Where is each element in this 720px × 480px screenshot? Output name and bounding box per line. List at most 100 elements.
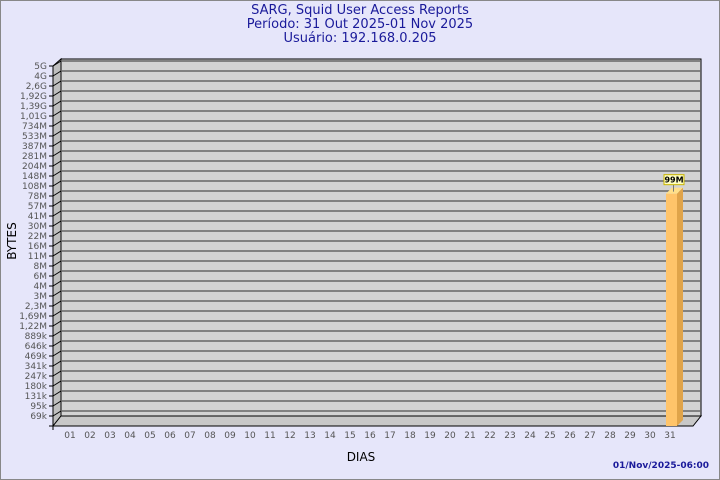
x-tick-label: 07 xyxy=(184,431,195,441)
y-tick-label: 469k xyxy=(25,352,48,362)
y-tick-slant xyxy=(52,150,62,157)
x-tick-label: 31 xyxy=(664,431,675,441)
y-tick-label: 204M xyxy=(22,162,47,172)
y-tick-slant xyxy=(52,400,62,407)
y-tick-label: 2,6G xyxy=(26,82,47,92)
y-tick-slant xyxy=(52,160,62,167)
y-tick-label: 4M xyxy=(34,282,48,292)
y-tick-label: 69k xyxy=(30,412,47,422)
y-tick-slant xyxy=(52,210,62,217)
y-tick-label: 2,3M xyxy=(25,302,47,312)
y-tick-label: 131k xyxy=(25,392,48,402)
timestamp: 01/Nov/2025-06:00 xyxy=(612,461,709,471)
x-tick-label: 29 xyxy=(624,431,636,441)
y-tick-label: 1,22M xyxy=(19,322,47,332)
y-tick-label: 889k xyxy=(25,332,48,342)
y-tick-label: 1,69M xyxy=(19,312,47,322)
x-tick-label: 14 xyxy=(324,431,336,441)
bar-side xyxy=(677,187,683,426)
y-tick-slant xyxy=(52,180,62,187)
y-tick-label: 734M xyxy=(22,122,47,132)
y-tick-label: 95k xyxy=(30,402,47,412)
y-tick-slant xyxy=(52,120,62,127)
x-tick-label: 11 xyxy=(264,431,275,441)
x-tick-label: 16 xyxy=(364,431,376,441)
y-tick-slant xyxy=(52,80,62,87)
y-tick-label: 341k xyxy=(25,362,48,372)
y-tick-slant xyxy=(52,360,62,367)
x-tick-label: 20 xyxy=(444,431,456,441)
data-label: 99M xyxy=(664,176,683,185)
x-tick-label: 10 xyxy=(244,431,256,441)
y-tick-slant xyxy=(52,220,62,227)
y-tick-slant xyxy=(52,60,62,67)
x-tick-label: 15 xyxy=(344,431,355,441)
x-tick-label: 26 xyxy=(564,431,576,441)
y-tick-label: 5G xyxy=(34,62,47,72)
x-tick-label: 25 xyxy=(544,431,555,441)
y-tick-slant xyxy=(52,390,62,397)
x-tick-label: 13 xyxy=(304,431,315,441)
y-tick-slant xyxy=(52,350,62,357)
x-tick-label: 09 xyxy=(224,431,236,441)
plot-back-panel xyxy=(60,58,702,417)
y-tick-slant xyxy=(52,300,62,307)
y-tick-label: 180k xyxy=(25,382,48,392)
x-tick-label: 03 xyxy=(104,431,115,441)
y-tick-label: 1,01G xyxy=(20,112,47,122)
x-tick-label: 02 xyxy=(84,431,95,441)
y-tick-slant xyxy=(52,140,62,147)
y-axis-title: BYTES xyxy=(5,222,19,259)
bar-front xyxy=(666,193,677,426)
bar-top xyxy=(666,187,683,194)
x-tick-label: 05 xyxy=(144,431,155,441)
y-tick-slant xyxy=(52,410,62,417)
x-tick-label: 27 xyxy=(584,431,595,441)
y-tick-slant xyxy=(52,310,62,317)
y-tick-label: 387M xyxy=(22,142,47,152)
y-tick-label: 8M xyxy=(34,262,48,272)
y-tick-label: 148M xyxy=(22,172,47,182)
y-tick-label: 16M xyxy=(28,242,47,252)
data-label-box xyxy=(663,174,685,186)
y-tick-slant xyxy=(52,90,62,97)
x-tick-label: 12 xyxy=(284,431,295,441)
y-tick-slant xyxy=(52,340,62,347)
x-tick-label: 06 xyxy=(164,431,176,441)
y-tick-slant xyxy=(52,260,62,267)
plot-floor xyxy=(51,415,703,427)
y-tick-slant xyxy=(52,270,62,277)
x-axis-title: DIAS xyxy=(347,450,376,464)
y-tick-slant xyxy=(52,320,62,327)
y-tick-slant xyxy=(52,370,62,377)
x-tick-label: 24 xyxy=(524,431,536,441)
y-tick-label: 11M xyxy=(28,252,47,262)
y-tick-slant xyxy=(52,230,62,237)
y-tick-label: 1,39G xyxy=(20,102,47,112)
x-tick-label: 01 xyxy=(64,431,75,441)
x-tick-label: 28 xyxy=(604,431,616,441)
y-tick-label: 6M xyxy=(34,272,48,282)
y-tick-slant xyxy=(52,170,62,177)
y-tick-label: 1,92G xyxy=(20,92,47,102)
y-tick-slant xyxy=(52,70,62,77)
x-tick-label: 21 xyxy=(464,431,475,441)
x-tick-label: 08 xyxy=(204,431,216,441)
y-tick-label: 22M xyxy=(28,232,47,242)
y-tick-slant xyxy=(52,330,62,337)
x-tick-label: 22 xyxy=(484,431,495,441)
y-tick-slant xyxy=(52,280,62,287)
y-tick-label: 108M xyxy=(22,182,47,192)
x-tick-label: 04 xyxy=(124,431,136,441)
y-tick-slant xyxy=(52,100,62,107)
y-tick-label: 30M xyxy=(28,222,47,232)
y-tick-label: 3M xyxy=(34,292,48,302)
x-tick-label: 17 xyxy=(384,431,395,441)
x-tick-label: 23 xyxy=(504,431,515,441)
y-tick-slant xyxy=(52,130,62,137)
x-tick-label: 19 xyxy=(424,431,436,441)
chart-title: SARG, Squid User Access Reports xyxy=(251,3,469,18)
y-tick-slant xyxy=(52,290,62,297)
x-tick-label: 18 xyxy=(404,431,416,441)
